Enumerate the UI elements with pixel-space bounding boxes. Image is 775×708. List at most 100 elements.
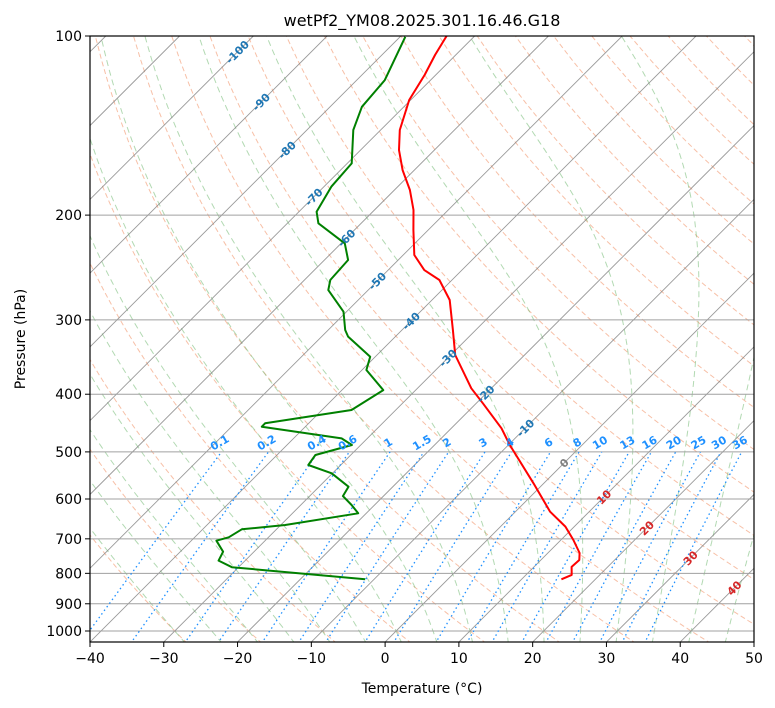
x-tick-label: −40 [75, 651, 105, 667]
isotherm-label: 10 [594, 487, 614, 507]
isotherm-label: -40 [400, 309, 423, 332]
temperature-profile [398, 36, 581, 581]
x-axis-label: Temperature (°C) [361, 681, 483, 697]
y-axis-label: Pressure (hPa) [13, 289, 29, 389]
y-tick-label: 500 [55, 445, 82, 461]
mixing-ratio-line [364, 451, 486, 642]
mixing-ratio-line [491, 451, 603, 642]
y-tick-label: 400 [55, 387, 82, 403]
x-tick-label: 30 [598, 651, 616, 667]
mixing-ratio-label: 6 [542, 435, 555, 450]
mixing-ratio-label: 36 [730, 433, 750, 452]
y-tick-label: 200 [55, 208, 82, 224]
isotherm-label: -90 [250, 90, 273, 113]
x-tick-label: 10 [450, 651, 468, 667]
y-tick-label: 300 [55, 313, 82, 329]
chart-title: wetPf2_YM08.2025.301.16.46.G18 [284, 11, 561, 31]
mixing-ratio-line [298, 451, 425, 642]
isotherm-label: -70 [302, 185, 325, 208]
mixing-ratio-label: 1 [382, 435, 395, 450]
dry-adiabat [362, 36, 754, 451]
x-tick-label: −10 [297, 651, 327, 667]
dry-adiabat [667, 36, 754, 126]
plot-series [215, 36, 581, 581]
moist-adiabat [266, 36, 545, 642]
dry-adiabat [90, 152, 486, 642]
mixing-ratio-line [466, 451, 580, 642]
isotherm [90, 36, 402, 348]
mixing-ratio-label: 2 [440, 435, 453, 450]
axes: −40 −30 −20 −10 0 10 20 30 40 5010020030040050060… [46, 29, 763, 667]
dry-adiabat [553, 36, 754, 245]
mixing-ratio-label: 3 [477, 435, 490, 450]
isotherm [90, 36, 697, 642]
moist-adiabat [353, 36, 584, 642]
x-tick-label: −30 [149, 651, 179, 667]
mixing-ratio-line [393, 451, 513, 642]
dry-adiabat [285, 36, 754, 537]
isotherm-label: -100 [223, 38, 252, 67]
plot-background-lines [90, 36, 754, 642]
dry-adiabat [514, 36, 754, 285]
isotherm-label: 20 [637, 518, 657, 538]
mixing-ratio-line [435, 451, 552, 642]
mixing-ratio-label: 25 [689, 433, 709, 452]
y-tick-label: 100 [55, 29, 82, 45]
dry-adiabat [171, 36, 710, 642]
mixing-ratio-line [599, 451, 701, 642]
moist-adiabat [620, 36, 700, 642]
isotherm [90, 36, 328, 274]
mixing-ratio-line [325, 451, 450, 642]
dry-adiabat [90, 534, 187, 642]
dry-adiabat [438, 36, 754, 367]
isotherm [532, 420, 754, 642]
moist-adiabat [144, 36, 474, 642]
moist-adiabat [90, 373, 295, 642]
dewpoint-profile [215, 36, 407, 581]
x-tick-label: 40 [671, 651, 689, 667]
isotherm-label: -10 [514, 416, 537, 439]
y-tick-label: 800 [55, 566, 82, 582]
moist-adiabat [100, 36, 438, 642]
dry-adiabat [591, 36, 754, 205]
isotherm [236, 124, 754, 642]
y-tick-label: 600 [55, 492, 82, 508]
isotherm-label: 30 [681, 548, 701, 568]
x-tick-label: 50 [745, 651, 763, 667]
dry-adiabat [324, 36, 754, 493]
dry-adiabat [90, 448, 262, 642]
mixing-ratio-line [90, 451, 223, 632]
isotherm [605, 493, 754, 642]
isotherm-label: -80 [276, 138, 299, 161]
mixing-ratio-line [217, 451, 350, 642]
mixing-ratio-label: 16 [640, 433, 660, 452]
moist-adiabat [469, 36, 634, 642]
mixing-ratio-label: 10 [590, 433, 610, 452]
dry-adiabat [629, 36, 754, 165]
y-tick-label: 900 [55, 597, 82, 613]
mixing-ratio-label: 20 [664, 433, 684, 452]
moist-adiabat [90, 479, 222, 642]
isotherm [90, 36, 254, 200]
isotherm-label: -60 [335, 226, 358, 249]
mixing-ratio-line [130, 451, 270, 642]
mixing-ratio-label: 0.1 [208, 432, 231, 453]
mixing-ratio-label: 8 [571, 435, 584, 450]
isotherm [384, 272, 754, 642]
moist-adiabat [90, 527, 186, 642]
moist-adiabat [90, 428, 259, 642]
moist-adiabat [724, 532, 754, 642]
dry-adiabat [209, 36, 754, 625]
y-tick-label: 700 [55, 532, 82, 548]
mixing-ratio-label: 13 [618, 433, 638, 452]
mixing-ratio-line [571, 451, 677, 642]
dry-adiabat [90, 358, 336, 642]
moist-adiabat [198, 36, 509, 642]
dry-adiabat [90, 262, 411, 642]
isotherm [90, 36, 475, 422]
dry-adiabat [133, 36, 635, 642]
x-tick-label: −20 [223, 651, 253, 667]
isotherm [163, 51, 754, 642]
mixing-ratio-line [184, 451, 320, 642]
